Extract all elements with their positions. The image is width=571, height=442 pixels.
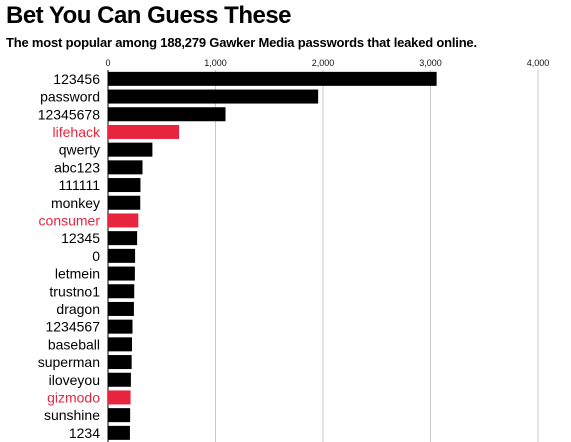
bars [108,71,437,440]
bar-lifehack [108,124,180,139]
bar-123456 [108,71,437,86]
bar-consumer [108,213,139,228]
category-label: monkey [51,195,100,211]
category-label: 12345678 [38,106,101,122]
category-label: letmein [55,266,100,282]
chart-title: Bet You Can Guess These [6,2,292,29]
category-label: trustno1 [49,283,100,299]
chart-subtitle: The most popular among 188,279 Gawker Me… [6,35,477,50]
bar-abc123 [108,160,143,175]
bar-12345 [108,231,138,246]
category-label: qwerty [59,142,100,158]
category-label: consumer [39,212,101,228]
bar-sunshine [108,408,131,423]
category-label: 1234 [69,425,100,441]
bar-1234567 [108,319,133,334]
bar-iloveyou [108,372,131,387]
bar-gizmodo [108,390,131,405]
bar-baseball [108,337,132,352]
bar-monkey [108,195,141,210]
category-label: 1234567 [45,319,100,335]
bar-dragon [108,301,134,316]
category-label: baseball [48,336,100,352]
bar-trustno1 [108,284,135,299]
bar-0 [108,248,136,263]
category-label: 111111 [58,177,100,193]
category-label: gizmodo [47,389,100,405]
category-label: sunshine [44,407,100,423]
bar-password [108,89,319,104]
x-axis-ticks: 0 1,000 2,000 3,000 4,000 [105,58,549,68]
x-tick-label: 1,000 [204,58,227,68]
bar-superman [108,355,132,370]
category-label: password [40,89,100,105]
bar-qwerty [108,142,153,157]
category-label: 0 [92,248,100,264]
bar-letmein [108,266,135,281]
x-tick-label: 2,000 [312,58,335,68]
category-label: lifehack [53,124,101,140]
category-label: 12345 [61,230,100,246]
bar-1234 [108,425,130,440]
bar-12345678 [108,107,226,122]
category-label: superman [38,354,100,370]
x-tick-label: 3,000 [419,58,442,68]
category-label: iloveyou [49,372,100,388]
x-tick-label: 4,000 [527,58,550,68]
category-label: 123456 [53,71,100,87]
category-label: abc123 [54,159,100,175]
category-label: dragon [56,301,100,317]
bar-111111 [108,178,141,193]
x-tick-label: 0 [105,58,110,68]
